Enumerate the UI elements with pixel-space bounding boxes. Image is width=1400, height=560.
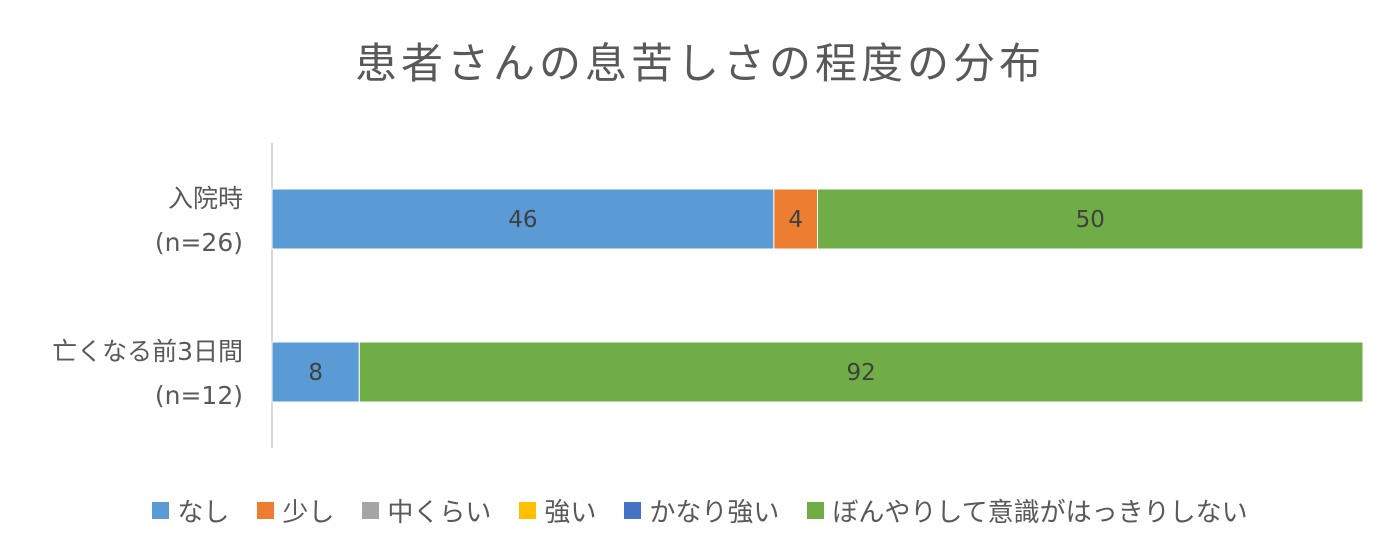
legend-swatch bbox=[362, 502, 380, 519]
y-tick-sublabel: (n=26) bbox=[155, 228, 243, 257]
legend-item: かなり強い bbox=[624, 492, 779, 529]
legend-item: ぼんやりして意識がはっきりしない bbox=[807, 492, 1248, 529]
legend-label: 中くらい bbox=[387, 498, 492, 528]
bar-segment bbox=[773, 188, 818, 250]
legend-item: なし bbox=[152, 492, 229, 529]
chart-legend: なし 少し 中くらい 強い かなり強い ぼんやりして意識がはっきりしない bbox=[0, 492, 1400, 529]
legend-label: 少し bbox=[282, 498, 335, 528]
data-label: 8 bbox=[308, 360, 323, 386]
data-label: 50 bbox=[1076, 207, 1105, 233]
legend-label: ぼんやりして意識がはっきりしない bbox=[832, 498, 1248, 528]
bar-segment bbox=[817, 188, 1364, 250]
y-tick-label: 亡くなる前3日間 bbox=[52, 337, 243, 366]
chart-title: 患者さんの息苦しさの程度の分布 bbox=[354, 39, 1045, 88]
legend-swatch bbox=[807, 502, 825, 519]
legend-label: かなり強い bbox=[649, 498, 780, 528]
legend-swatch bbox=[519, 502, 537, 519]
data-label: 4 bbox=[788, 207, 803, 233]
bar-segment bbox=[271, 188, 775, 250]
y-tick-label: 入院時 bbox=[168, 184, 243, 213]
data-label: 92 bbox=[846, 360, 875, 386]
legend-item: 中くらい bbox=[362, 492, 491, 529]
legend-label: なし bbox=[177, 498, 230, 528]
legend-swatch bbox=[257, 502, 275, 519]
legend-item: 少し bbox=[257, 492, 334, 529]
legend-item: 強い bbox=[519, 492, 596, 529]
bar-segment bbox=[358, 341, 1364, 403]
data-label: 46 bbox=[508, 207, 537, 233]
legend-swatch bbox=[152, 502, 170, 519]
legend-label: 強い bbox=[544, 498, 597, 528]
y-tick-sublabel: (n=12) bbox=[155, 381, 243, 410]
legend-swatch bbox=[624, 502, 642, 519]
bar-segment bbox=[271, 341, 360, 403]
